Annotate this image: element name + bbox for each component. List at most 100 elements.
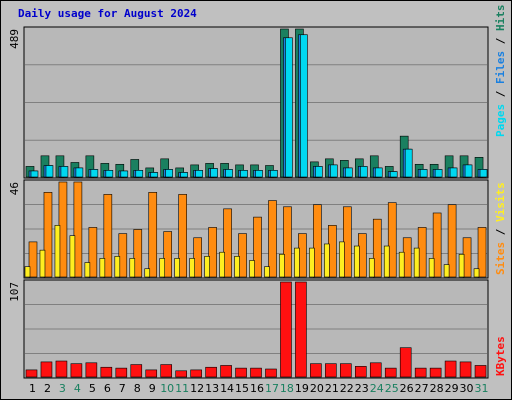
bar-kbytes — [444, 360, 457, 378]
legend-kbytes: KBytes — [494, 336, 507, 376]
bar-pages — [285, 37, 293, 178]
bar-kbytes — [474, 365, 487, 378]
bar-kbytes — [369, 362, 382, 378]
bar-kbytes — [70, 363, 83, 378]
bar-visits — [43, 192, 53, 278]
bar-visits — [178, 194, 187, 278]
x-tick-label: 15 — [235, 382, 249, 395]
bar-visits — [313, 204, 322, 278]
x-tick-label: 27 — [415, 382, 429, 395]
bar-pages — [135, 170, 144, 178]
bar-sites — [69, 235, 76, 278]
legend-separator: / — [494, 31, 507, 51]
x-tick-label: 25 — [385, 382, 399, 395]
bar-pages — [300, 34, 308, 178]
bar-kbytes — [205, 366, 217, 378]
x-tick-label: 12 — [190, 382, 204, 395]
chart-title: Daily usage for August 2024 — [18, 7, 197, 20]
bar-sites — [309, 247, 315, 278]
bar-kbytes — [220, 365, 232, 378]
x-tick-label: 29 — [445, 382, 459, 395]
x-tick-label: 24 — [370, 382, 384, 395]
bar-sites — [159, 258, 166, 278]
bar-kbytes — [25, 369, 38, 378]
bar-kbytes — [265, 368, 277, 378]
bar-pages — [120, 170, 129, 178]
legend-bottom-text: KBytes — [494, 336, 507, 376]
x-tick-label: 19 — [295, 382, 309, 395]
legend-sites: Sites — [494, 242, 507, 275]
legend-visits: Visits — [494, 182, 507, 222]
bar-pages — [345, 167, 353, 178]
bar-visits — [163, 231, 173, 278]
bar-sites — [249, 260, 255, 278]
bar-kbytes — [115, 367, 128, 378]
x-tick-label: 9 — [149, 382, 156, 395]
bar-sites — [264, 266, 270, 278]
x-tick-label: 18 — [280, 382, 294, 395]
bar-sites — [84, 262, 91, 278]
bar-kbytes — [145, 369, 158, 378]
bar-kbytes — [414, 367, 427, 378]
bar-kbytes — [55, 360, 68, 378]
bar-visits — [223, 208, 232, 278]
bar-kbytes — [354, 366, 367, 378]
bar-kbytes — [40, 361, 53, 378]
bar-pages — [240, 170, 248, 178]
legend-pages: Pages — [494, 104, 507, 137]
bar-pages — [45, 165, 54, 178]
bar-sites — [413, 247, 420, 278]
x-tick-label: 2 — [44, 382, 51, 395]
bar-sites — [129, 258, 136, 278]
bar-pages — [434, 169, 443, 178]
x-tick-label: 8 — [134, 382, 141, 395]
legend-middle-text: Sites / Visits — [494, 182, 507, 275]
legend-hits: Hits — [494, 5, 507, 32]
bar-sites — [279, 253, 285, 278]
legend-separator: / — [494, 222, 507, 242]
bar-pages — [180, 172, 188, 178]
bar-pages — [359, 166, 368, 178]
bar-visits — [118, 233, 128, 278]
bar-kbytes — [85, 362, 98, 378]
bar-kbytes — [295, 281, 307, 378]
bar-pages — [255, 170, 263, 178]
x-tick-label: 1 — [29, 382, 36, 395]
bar-pages — [195, 170, 203, 178]
bar-kbytes — [399, 347, 412, 378]
bar-sites — [294, 247, 300, 278]
bar-sites — [339, 241, 345, 278]
bar-sites — [428, 258, 435, 278]
bar-pages — [105, 170, 114, 178]
bar-pages — [389, 171, 398, 178]
bar-visits — [447, 204, 457, 278]
bar-kbytes — [429, 367, 442, 378]
legend-top-text: Pages / Files / Hits — [494, 5, 507, 138]
bar-kbytes — [160, 364, 173, 378]
bar-visits — [268, 200, 277, 278]
bar-pages — [210, 168, 218, 178]
bar-visits — [73, 181, 83, 278]
bar-sites — [443, 264, 450, 278]
legend-separator: / — [494, 84, 507, 104]
x-tick-label: 17 — [265, 382, 279, 395]
x-tick-label: 11 — [175, 382, 189, 395]
x-tick-label: 31 — [475, 382, 489, 395]
bar-kbytes — [310, 363, 322, 378]
legend-middle: Sites / Visits — [494, 182, 507, 275]
bar-sites — [189, 258, 195, 278]
bar-visits — [88, 227, 98, 278]
bar-sites — [383, 245, 390, 278]
x-tick-label: 28 — [430, 382, 444, 395]
bar-visits — [283, 206, 292, 278]
x-tick-label: 4 — [74, 382, 81, 395]
x-tick-label: 16 — [250, 382, 264, 395]
bar-sites — [458, 253, 465, 278]
x-tick-label: 6 — [104, 382, 111, 395]
bar-visits — [253, 216, 262, 278]
bar-visits — [193, 237, 202, 278]
x-tick-label: 20 — [310, 382, 324, 395]
bar-visits — [103, 194, 113, 278]
bar-pages — [270, 170, 278, 178]
